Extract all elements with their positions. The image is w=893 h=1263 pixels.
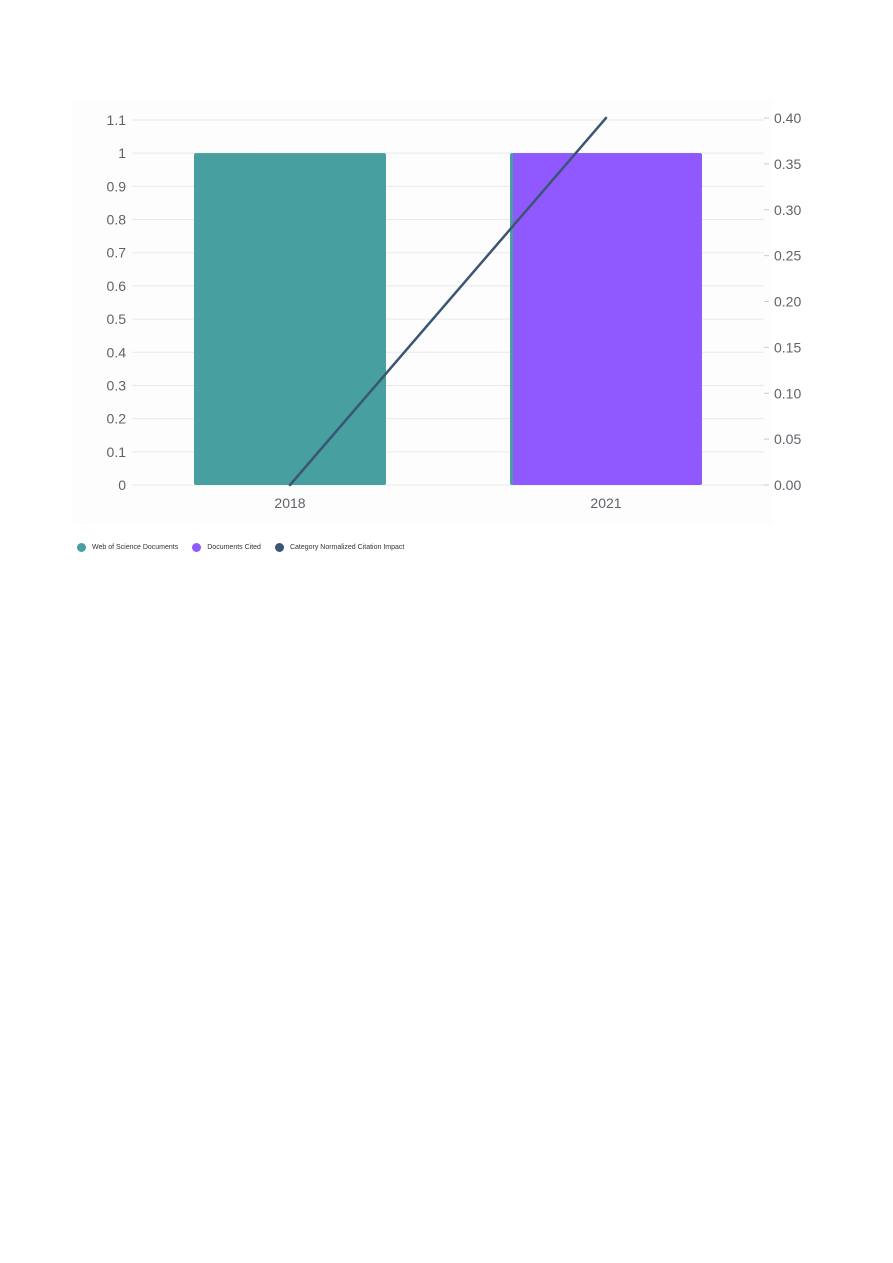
left-y-tick-label: 1.1 (107, 112, 127, 128)
right-y-tick-label: 0.40 (774, 110, 801, 126)
bars (194, 153, 702, 485)
right-y-axis: 0.00 0.05 0.10 0.15 0.20 0.25 0.30 0.35 0.40 (764, 110, 801, 493)
right-y-tick-label: 0.35 (774, 156, 801, 172)
legend-label: Web of Science Documents (92, 544, 179, 551)
bar-documents-cited-2021 (513, 153, 702, 485)
legend: Web of Science Documents Documents Cited… (77, 543, 404, 552)
x-axis: 2018 2021 (274, 495, 621, 511)
left-y-tick-label: 0.6 (107, 278, 127, 294)
x-tick-label: 2018 (274, 495, 305, 511)
right-y-tick-label: 0.10 (774, 385, 801, 401)
legend-dot-icon (192, 543, 202, 552)
bar-web-of-science-documents-2018 (194, 153, 386, 485)
legend-item-category-normalized-citation-impact[interactable]: Category Normalized Citation Impact (274, 543, 405, 552)
left-y-tick-label: 0.5 (107, 311, 127, 327)
left-y-tick-label: 0.8 (107, 212, 127, 228)
left-y-tick-label: 0 (118, 477, 126, 493)
left-y-tick-label: 1 (118, 145, 126, 161)
right-y-tick-label: 0.25 (774, 248, 801, 264)
legend-item-documents-cited[interactable]: Documents Cited (192, 543, 261, 552)
right-y-tick-label: 0.00 (774, 477, 801, 493)
left-y-tick-label: 0.1 (107, 444, 127, 460)
right-y-tick-label: 0.20 (774, 294, 801, 310)
left-y-tick-label: 0.2 (107, 411, 127, 427)
x-tick-label: 2021 (590, 495, 621, 511)
left-y-tick-label: 0.9 (107, 178, 127, 194)
legend-dot-icon (77, 543, 86, 552)
left-y-tick-label: 0.4 (107, 344, 127, 360)
chart: 00.10.20.30.40.50.60.70.80.911.1 0.000.0… (107, 110, 802, 511)
legend-label: Category Normalized Citation Impact (289, 544, 405, 551)
left-y-tick-label: 0.7 (107, 245, 127, 261)
right-y-tick-label: 0.30 (774, 202, 801, 218)
left-y-tick-label: 0.3 (107, 377, 127, 393)
legend-dot-icon (274, 543, 284, 552)
left-y-axis: 0 0.1 0.2 0.3 0.4 0.5 0.6 0.7 0.8 0.9 1 1.1 (107, 112, 127, 493)
right-y-tick-label: 0.05 (774, 431, 801, 447)
line-category-normalized-citation-impact (288, 116, 608, 487)
legend-item-web-of-science-documents[interactable]: Web of Science Documents (77, 543, 178, 552)
legend-label: Documents Cited (207, 544, 261, 551)
right-y-tick-label: 0.15 (774, 339, 801, 355)
line-series (288, 116, 608, 487)
